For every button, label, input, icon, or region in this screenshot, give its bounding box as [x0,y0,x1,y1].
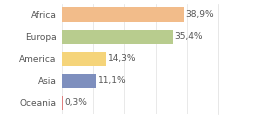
Bar [62,74,96,88]
Bar [62,52,106,66]
Text: 0,3%: 0,3% [64,98,87,108]
Text: 14,3%: 14,3% [108,54,137,63]
Text: 38,9%: 38,9% [185,10,214,19]
Text: 11,1%: 11,1% [98,76,127,85]
Bar [62,30,172,44]
Bar [62,7,184,22]
Text: 35,4%: 35,4% [174,32,203,41]
